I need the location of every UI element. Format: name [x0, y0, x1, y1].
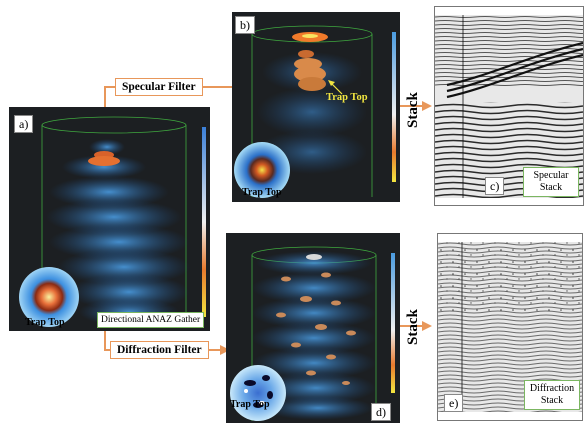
specular-filter-box: Specular Filter: [115, 78, 203, 96]
panel-d-diffraction-spots: [276, 254, 356, 385]
panel-d-blue-volume: [252, 251, 376, 420]
panel-c-strong-reflector: [446, 41, 583, 99]
panel-d-trap-disc: [230, 365, 286, 421]
panel-d-volume: [230, 246, 395, 421]
panel-a-trap-label: Trap Top: [25, 317, 65, 328]
panel-c-caption-line2: Stack: [539, 182, 563, 193]
arrowhead-diffraction: [220, 345, 230, 355]
stack-label-bottom: Stack: [405, 309, 421, 345]
panel-e-label: e): [444, 394, 464, 412]
diffraction-filter-box: Diffraction Filter: [110, 341, 209, 359]
panel-e-caption-line1: Diffraction: [529, 383, 575, 394]
panel-a-anaz-gather: a) Trap Top Directional ANAZ Gather: [9, 107, 210, 331]
panel-c-caption-line1: Specular: [533, 170, 569, 181]
panel-c-specular-stack: c) Specular Stack: [434, 6, 584, 206]
panel-b-colorbar: [392, 32, 396, 182]
diffraction-filter-label: Diffraction Filter: [117, 344, 202, 356]
panel-b-volume: [234, 25, 396, 198]
panel-e-diffraction-stack: e) Diffraction Stack: [437, 233, 583, 421]
panel-d-diffraction-volume: Trap Top d): [226, 233, 400, 423]
panel-b-label: b): [235, 16, 255, 34]
panel-c-label: c): [485, 177, 505, 195]
panel-a-trap-disc: [19, 267, 79, 327]
panel-e-caption-line2: Stack: [540, 395, 564, 406]
panel-b-annotation: Trap Top: [326, 92, 368, 103]
panel-a-orange-core: [88, 151, 120, 166]
panel-b-specular-volume: b) Trap Top Trap Top: [232, 12, 400, 202]
panel-a-volume: [19, 116, 206, 327]
panel-a-colorbar: [202, 127, 206, 317]
panel-d-colorbar: [391, 253, 395, 393]
panel-d-label: d): [371, 403, 391, 421]
panel-d-trap-label: Trap Top: [230, 399, 270, 410]
panel-b-faint-blue: [257, 52, 367, 174]
panel-b-trap-label: Trap Top: [242, 187, 282, 198]
arrowhead-b-to-c: [422, 101, 432, 111]
panel-a-caption: Directional ANAZ Gather: [97, 312, 205, 328]
panel-a-label: a): [14, 115, 34, 133]
panel-e-seismic: [438, 234, 582, 420]
arrowhead-d-to-e: [422, 321, 432, 331]
panel-e-caption: Diffraction Stack: [524, 380, 580, 410]
panel-c-caption: Specular Stack: [523, 167, 579, 197]
specular-filter-label: Specular Filter: [122, 81, 196, 93]
panel-b-trap-disc: [234, 142, 290, 198]
stack-label-top: Stack: [405, 92, 421, 128]
panel-b-orange-core: [292, 32, 328, 91]
panel-a-caption-text: Directional ANAZ Gather: [101, 315, 201, 325]
